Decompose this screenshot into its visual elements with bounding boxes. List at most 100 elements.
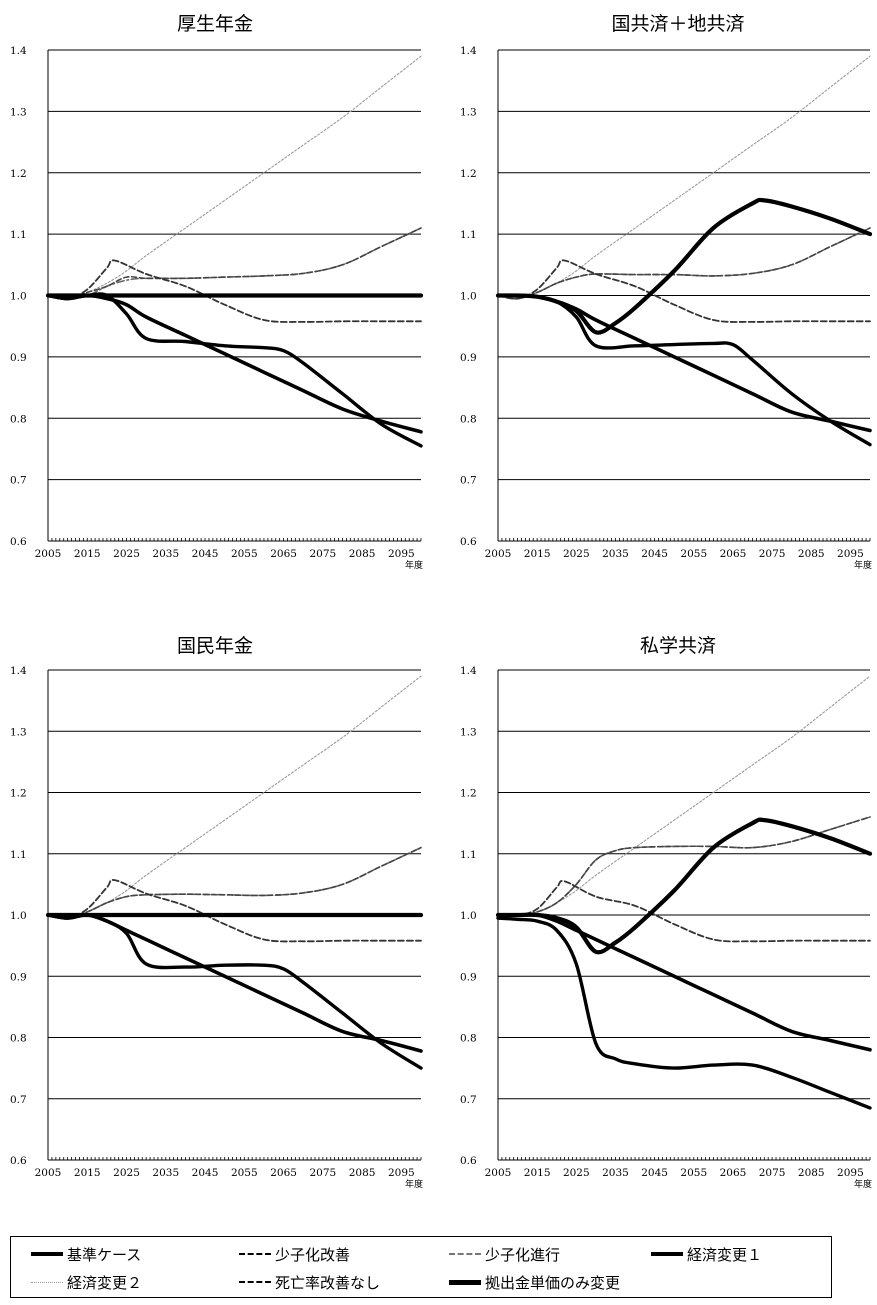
y-tick-label: 1.1 [10, 229, 27, 241]
y-tick-label: 0.9 [460, 352, 477, 364]
y-tick-label: 0.6 [10, 536, 27, 548]
series-line [496, 916, 872, 1110]
x-tick-label: 2015 [74, 548, 101, 560]
series-line [496, 293, 872, 447]
legend-label: 基準ケース [67, 1245, 142, 1264]
legend-swatch-dash [239, 1253, 271, 1255]
y-tick-label: 1.0 [460, 291, 477, 303]
legend-swatch-light [31, 1281, 63, 1283]
series-line [47, 259, 422, 323]
legend-swatch-thick [651, 1252, 683, 1256]
x-tick-label: 2025 [113, 548, 140, 560]
y-tick-label: 0.6 [460, 1155, 477, 1167]
x-tick-label: 2015 [524, 548, 551, 560]
y-tick-label: 1.2 [460, 788, 477, 800]
x-tick-label: 2015 [74, 1167, 101, 1179]
y-tick-label: 1.3 [10, 726, 27, 738]
x-tick-label: 2055 [680, 1167, 707, 1179]
chart-title: 国民年金 [177, 635, 253, 657]
y-tick-label: 1.4 [10, 45, 27, 57]
chart-figure: 厚生年金 0.6 0.7 0.8 0.9 1.0 1.1 1.2 1.3 1.4 2005 2015 2… [10, 13, 873, 1190]
x-tick-label: 2055 [680, 548, 707, 560]
y-tick-label: 0.7 [10, 475, 27, 487]
y-tick-label: 0.7 [460, 1094, 477, 1106]
x-tick-label: 2015 [524, 1167, 551, 1179]
x-tick-label: 2095 [388, 548, 415, 560]
x-tick-label: 2085 [798, 1167, 825, 1179]
x-tick-label: 2005 [485, 1167, 512, 1179]
series-line [47, 846, 422, 919]
x-tick-label: 2055 [231, 548, 258, 560]
x-tick-label: 2055 [231, 1167, 258, 1179]
x-tick-label: 2005 [485, 548, 512, 560]
legend-label: 拠出金単価のみ変更 [485, 1273, 621, 1292]
series-line [47, 675, 422, 919]
y-tick-label: 1.3 [460, 726, 477, 738]
y-tick-label: 0.8 [10, 413, 27, 425]
series-line [495, 197, 873, 335]
legend-label: 少子化進行 [485, 1245, 561, 1264]
legend-item-no-mortality-improvement: 死亡率改善なし [239, 1269, 380, 1295]
legend-swatch-dash [239, 1281, 271, 1283]
x-tick-label: 2025 [563, 1167, 590, 1179]
y-tick-label: 0.9 [10, 352, 27, 364]
y-tick-label: 1.2 [10, 168, 27, 180]
x-tick-label: 2035 [602, 1167, 629, 1179]
y-tick-label: 1.0 [10, 291, 27, 303]
legend-item-economy-2: 経済変更２ [31, 1269, 142, 1295]
series-line [47, 227, 422, 300]
legend-item-fertility-declined: 少子化進行 [449, 1241, 560, 1267]
x-tick-label: 2035 [152, 548, 179, 560]
legend-label: 死亡率改善なし [275, 1273, 381, 1292]
legend-swatch-thick [31, 1252, 63, 1256]
y-tick-label: 0.6 [10, 1155, 27, 1167]
x-tick-label: 2025 [563, 548, 590, 560]
x-tick-label: 2095 [837, 548, 864, 560]
x-tick-label: 2045 [192, 548, 219, 560]
y-tick-label: 0.7 [460, 475, 477, 487]
x-tick-label: 2095 [837, 1167, 864, 1179]
legend-swatch-thickest [449, 1279, 481, 1285]
y-tick-label: 0.8 [460, 413, 477, 425]
series-line [495, 817, 873, 955]
x-axis-label: 年度 [854, 1178, 872, 1190]
x-tick-label: 2075 [759, 548, 786, 560]
x-tick-label: 2045 [192, 1167, 219, 1179]
y-tick-label: 1.0 [10, 910, 27, 922]
legend-item-fertility-improved: 少子化改善 [239, 1241, 350, 1267]
x-tick-label: 2085 [349, 1167, 376, 1179]
y-tick-label: 1.4 [460, 665, 477, 677]
series-line [47, 846, 422, 919]
y-tick-label: 1.4 [10, 665, 27, 677]
y-tick-label: 0.7 [10, 1094, 27, 1106]
chart-title: 厚生年金 [177, 13, 253, 35]
x-tick-label: 2065 [720, 548, 747, 560]
x-tick-label: 2005 [35, 548, 62, 560]
x-axis-label: 年度 [405, 1178, 423, 1190]
series-line [47, 879, 422, 943]
legend: 基準ケース 少子化改善 少子化進行 経済変更１ 経済変更２ 死亡率改善なし 拠出… [10, 1236, 832, 1298]
x-axis-label: 年度 [405, 559, 423, 571]
legend-item-contribution-only: 拠出金単価のみ変更 [449, 1269, 620, 1295]
x-tick-label: 2035 [152, 1167, 179, 1179]
series-line [497, 259, 871, 323]
x-tick-label: 2075 [309, 548, 336, 560]
x-tick-label: 2075 [759, 1167, 786, 1179]
x-tick-label: 2065 [720, 1167, 747, 1179]
series-line [47, 55, 422, 300]
series-line [497, 880, 871, 943]
y-tick-label: 1.4 [460, 45, 477, 57]
x-tick-label: 2095 [388, 1167, 415, 1179]
y-tick-label: 1.3 [460, 106, 477, 118]
legend-label: 少子化改善 [275, 1245, 351, 1264]
x-tick-label: 2025 [113, 1167, 140, 1179]
x-tick-label: 2065 [270, 548, 297, 560]
y-tick-label: 0.8 [10, 1033, 27, 1045]
x-tick-label: 2045 [641, 548, 668, 560]
legend-swatch-dashdot [449, 1253, 481, 1255]
x-axis-label: 年度 [854, 559, 872, 571]
chart-title: 私学共済 [640, 635, 716, 657]
series-line [46, 292, 423, 448]
chart-title: 国共済＋地共済 [611, 13, 744, 35]
y-tick-label: 1.1 [10, 849, 27, 861]
